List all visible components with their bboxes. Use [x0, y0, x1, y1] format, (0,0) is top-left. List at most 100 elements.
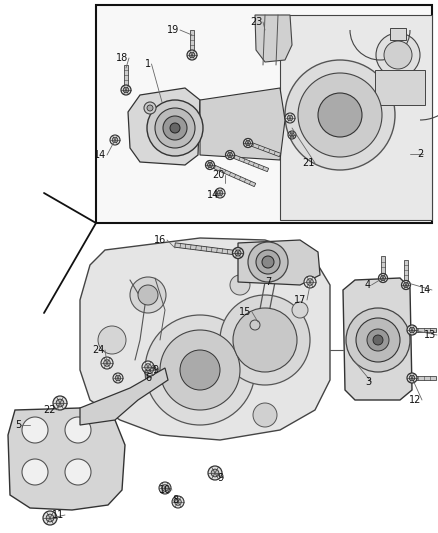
Circle shape [161, 484, 168, 491]
Circle shape [303, 276, 315, 288]
Circle shape [401, 280, 410, 289]
Circle shape [138, 285, 158, 305]
Circle shape [187, 50, 197, 60]
Text: 9: 9 [152, 365, 158, 375]
Polygon shape [237, 240, 319, 285]
Polygon shape [128, 88, 200, 165]
Text: 15: 15 [238, 307, 251, 317]
Text: 20: 20 [211, 170, 224, 180]
Text: 21: 21 [301, 158, 314, 168]
Circle shape [110, 135, 120, 145]
Circle shape [403, 282, 407, 287]
Circle shape [65, 417, 91, 443]
Circle shape [284, 113, 294, 123]
Circle shape [211, 469, 219, 477]
Polygon shape [411, 376, 435, 380]
Circle shape [180, 350, 219, 390]
Circle shape [22, 459, 48, 485]
Circle shape [406, 325, 416, 335]
Polygon shape [411, 328, 435, 332]
Polygon shape [254, 15, 291, 62]
Circle shape [287, 131, 295, 139]
Text: 1: 1 [145, 59, 151, 69]
Text: 2: 2 [416, 149, 422, 159]
Circle shape [232, 247, 243, 259]
Text: 3: 3 [364, 377, 370, 387]
Circle shape [172, 496, 184, 508]
Text: 4: 4 [364, 280, 370, 290]
Text: 6: 6 [145, 373, 151, 383]
Text: 24: 24 [92, 345, 104, 355]
Circle shape [159, 330, 240, 410]
Circle shape [225, 150, 234, 159]
Circle shape [189, 52, 194, 58]
Circle shape [159, 482, 171, 494]
Polygon shape [190, 30, 194, 55]
Bar [96, 5, 431, 223]
Circle shape [366, 329, 388, 351]
Circle shape [162, 116, 187, 140]
Text: 14: 14 [418, 285, 430, 295]
Circle shape [144, 102, 155, 114]
Circle shape [286, 115, 292, 121]
Circle shape [406, 373, 416, 383]
Circle shape [219, 295, 309, 385]
Circle shape [147, 105, 153, 111]
Text: 5: 5 [15, 420, 21, 430]
Circle shape [170, 123, 180, 133]
Circle shape [230, 275, 249, 295]
Circle shape [144, 364, 155, 376]
Circle shape [208, 466, 222, 480]
Circle shape [255, 250, 279, 274]
Text: 14: 14 [206, 190, 219, 200]
Circle shape [174, 499, 181, 505]
Circle shape [217, 190, 222, 196]
Polygon shape [174, 243, 238, 255]
Text: 13: 13 [423, 330, 435, 340]
Circle shape [243, 139, 252, 148]
Text: 18: 18 [116, 53, 128, 63]
Text: 14: 14 [94, 150, 106, 160]
Text: 11: 11 [52, 510, 64, 520]
Circle shape [345, 308, 409, 372]
Circle shape [65, 459, 91, 485]
Polygon shape [279, 15, 431, 220]
Circle shape [284, 60, 394, 170]
Text: 19: 19 [166, 25, 179, 35]
Text: 8: 8 [172, 495, 178, 505]
Circle shape [121, 85, 131, 95]
Circle shape [249, 320, 259, 330]
Text: 10: 10 [159, 485, 171, 495]
Polygon shape [342, 278, 411, 400]
Circle shape [103, 360, 110, 366]
Text: 16: 16 [154, 235, 166, 245]
Circle shape [289, 133, 293, 137]
Circle shape [245, 141, 250, 146]
Circle shape [355, 318, 399, 362]
Text: 7: 7 [264, 277, 271, 287]
Text: 22: 22 [44, 405, 56, 415]
Circle shape [297, 73, 381, 157]
Circle shape [43, 511, 57, 525]
Circle shape [22, 417, 48, 443]
Circle shape [234, 250, 240, 256]
Circle shape [146, 367, 153, 373]
Circle shape [101, 357, 113, 369]
Circle shape [207, 163, 212, 167]
Circle shape [252, 403, 276, 427]
Circle shape [317, 93, 361, 137]
Bar [389, 28, 405, 40]
Circle shape [145, 364, 151, 370]
Circle shape [375, 33, 419, 77]
Polygon shape [124, 65, 128, 90]
Circle shape [155, 108, 194, 148]
Polygon shape [209, 163, 255, 187]
Bar [374, 70, 424, 105]
Circle shape [130, 277, 166, 313]
Circle shape [112, 138, 117, 143]
Text: 23: 23 [249, 17, 261, 27]
Circle shape [291, 302, 307, 318]
Polygon shape [80, 238, 329, 440]
Polygon shape [380, 256, 384, 278]
Polygon shape [8, 408, 125, 510]
